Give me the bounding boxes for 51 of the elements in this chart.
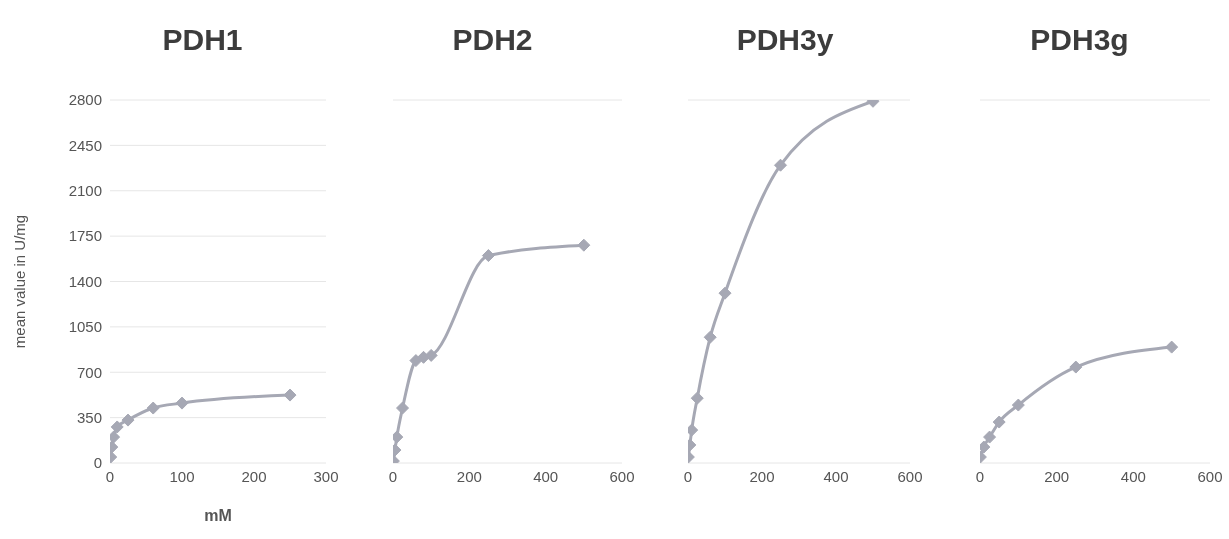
y-tick-label: 700	[76, 363, 102, 381]
y-tick-label: 2800	[68, 91, 102, 109]
point	[703, 330, 717, 344]
point	[146, 401, 160, 415]
point	[1011, 398, 1025, 412]
point	[110, 420, 124, 434]
point	[1069, 360, 1083, 374]
x-tick-label: 400	[533, 467, 559, 485]
x-tick-label: 300	[313, 467, 339, 485]
point	[577, 238, 591, 252]
point	[718, 286, 732, 300]
x-tick-label: 200	[1044, 467, 1070, 485]
x-tick-label: 100	[169, 467, 195, 485]
y-tick-label: 0	[93, 454, 102, 472]
y-tick-label: 1750	[68, 227, 102, 245]
point	[690, 391, 704, 405]
y-tick-label: 2100	[68, 182, 102, 200]
point	[983, 430, 997, 444]
x-tick-label: 400	[823, 467, 849, 485]
point	[481, 249, 495, 263]
point	[688, 423, 699, 437]
point	[424, 348, 438, 362]
x-tick-label: 0	[388, 467, 398, 485]
point	[774, 158, 787, 172]
x-tick-label: 600	[897, 467, 923, 485]
x-tick-label: 600	[1197, 467, 1223, 485]
y-axis-title: mean value in U/mg	[11, 214, 29, 349]
point	[409, 354, 423, 368]
x-tick-label: 0	[105, 467, 115, 485]
x-tick-label: 0	[683, 467, 693, 485]
y-tick-label: 1050	[68, 318, 102, 336]
x-tick-label: 200	[241, 467, 267, 485]
y-tick-label: 1400	[68, 272, 102, 290]
x-tick-label: 600	[609, 467, 635, 485]
x-tick-label: 400	[1120, 467, 1146, 485]
chart-title: PDH2	[451, 22, 534, 58]
point	[283, 388, 297, 402]
y-tick-label: 350	[76, 408, 102, 426]
chart-title: PDH3y	[735, 22, 835, 58]
point	[121, 413, 135, 427]
x-tick-label: 200	[456, 467, 482, 485]
x-tick-label: 200	[749, 467, 775, 485]
point	[175, 396, 189, 410]
point	[396, 401, 410, 415]
x-axis-title: mM	[204, 507, 232, 524]
y-tick-label: 2450	[68, 136, 102, 154]
chart-title: PDH3g	[1029, 22, 1130, 58]
point	[1165, 340, 1179, 354]
chart-title: PDH1	[161, 22, 244, 58]
x-tick-label: 0	[975, 467, 985, 485]
point	[992, 415, 1006, 429]
